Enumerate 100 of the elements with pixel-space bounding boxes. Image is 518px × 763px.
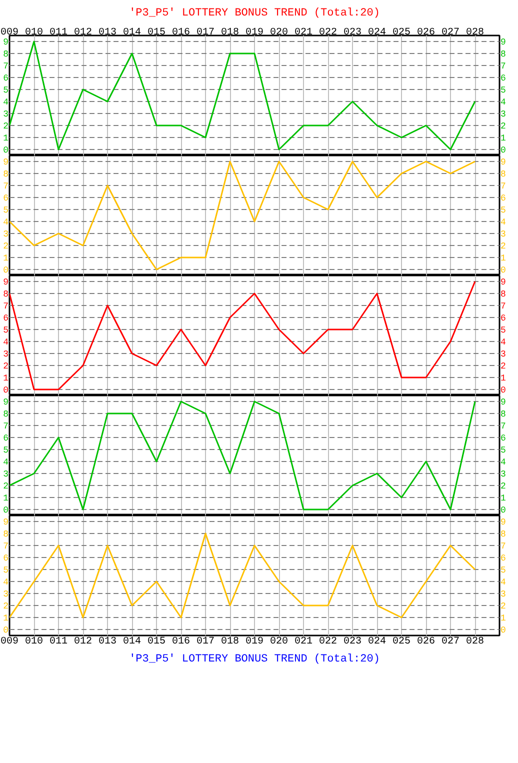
y2-tick-label: 6 [500, 554, 506, 564]
line-series [10, 160, 476, 270]
y2-tick-label: 2 [500, 122, 506, 132]
y-tick-label: 3 [3, 350, 9, 360]
y-tick-label: 7 [3, 302, 9, 312]
y-tick-label: 8 [3, 530, 9, 540]
x-tick-label: 013 [98, 636, 117, 648]
y-tick-label: 2 [3, 482, 9, 492]
y-tick-label: 4 [3, 338, 9, 348]
y2-tick-label: 9 [500, 278, 506, 288]
y2-tick-label: 4 [500, 218, 506, 228]
y2-tick-label: 2 [500, 482, 506, 492]
y2-tick-label: 8 [500, 50, 506, 60]
y-tick-label: 4 [3, 98, 9, 108]
x-tick-label: 016 [172, 28, 190, 38]
y2-tick-label: 8 [500, 410, 506, 420]
y2-tick-label: 0 [500, 146, 506, 156]
x-tick-label: 009 [0, 28, 19, 38]
y2-tick-label: 3 [500, 230, 506, 240]
x-tick-label: 022 [319, 636, 338, 648]
x-tick-label: 019 [246, 28, 264, 38]
y-tick-label: 1 [3, 494, 9, 504]
x-tick-label: 028 [466, 28, 484, 38]
y-tick-label: 0 [3, 266, 9, 276]
y-tick-label: 8 [3, 290, 9, 300]
x-tick-label: 024 [368, 28, 386, 38]
y2-tick-label: 4 [500, 458, 506, 468]
y-tick-label: 6 [3, 314, 9, 324]
y2-tick-label: 8 [500, 290, 506, 300]
y-tick-label: 6 [3, 194, 9, 204]
y2-tick-label: 0 [500, 506, 506, 516]
y-tick-label: 8 [3, 410, 9, 420]
x-tick-label: 011 [50, 28, 68, 38]
x-tick-label: 010 [25, 28, 44, 38]
x-tick-label: 023 [344, 636, 362, 648]
x-tick-label: 025 [392, 636, 411, 648]
y-tick-label: 2 [3, 122, 9, 132]
x-tick-label: 016 [172, 636, 190, 648]
y2-tick-label: 2 [500, 242, 506, 252]
x-tick-label: 026 [417, 636, 436, 648]
y-tick-label: 9 [3, 158, 9, 168]
x-tick-label: 022 [319, 28, 338, 38]
y2-tick-label: 0 [500, 266, 506, 276]
x-tick-label: 025 [392, 28, 411, 38]
y-tick-label: 5 [3, 446, 9, 456]
y2-tick-label: 9 [500, 398, 506, 408]
y2-tick-label: 2 [500, 362, 506, 372]
y-tick-label: 8 [3, 50, 9, 60]
x-tick-label: 013 [98, 28, 117, 38]
y2-tick-label: 4 [500, 338, 506, 348]
y-tick-label: 6 [3, 434, 9, 444]
y-tick-label: 4 [3, 578, 9, 588]
y-tick-label: 7 [3, 422, 9, 432]
y2-tick-label: 6 [500, 194, 506, 204]
y-tick-label: 6 [3, 74, 9, 84]
x-tick-label: 026 [417, 28, 436, 38]
y-tick-label: 7 [3, 182, 9, 192]
y2-tick-label: 1 [500, 134, 506, 144]
y-tick-label: 0 [3, 506, 9, 516]
y2-tick-label: 3 [500, 590, 506, 600]
y2-tick-label: 5 [500, 86, 506, 96]
y2-tick-label: 4 [500, 98, 506, 108]
y2-tick-label: 1 [500, 614, 506, 624]
x-tick-label: 027 [442, 636, 460, 648]
x-tick-label: 018 [221, 636, 240, 648]
x-tick-label: 012 [74, 636, 92, 648]
y2-tick-label: 4 [500, 578, 506, 588]
x-tick-label: 010 [25, 636, 44, 648]
y-tick-label: 3 [3, 110, 9, 120]
chart-title: 'P3_P5' LOTTERY BONUS TREND (Total:20) [129, 8, 380, 20]
y2-tick-label: 3 [500, 110, 506, 120]
x-tick-label: 009 [0, 636, 19, 648]
x-tick-label: 024 [368, 636, 386, 648]
y-tick-label: 2 [3, 362, 9, 372]
y2-tick-label: 7 [500, 62, 506, 72]
y2-tick-label: 7 [500, 542, 506, 552]
y-tick-label: 3 [3, 470, 9, 480]
y-tick-label: 1 [3, 254, 9, 264]
y2-tick-label: 5 [500, 326, 506, 336]
y-tick-label: 4 [3, 218, 9, 228]
x-tick-label: 020 [270, 28, 288, 38]
y-tick-label: 2 [3, 242, 9, 252]
y2-tick-label: 5 [500, 206, 506, 216]
y-tick-label: 5 [3, 326, 9, 336]
y2-tick-label: 5 [500, 446, 506, 456]
line-series [10, 40, 476, 150]
y2-tick-label: 7 [500, 182, 506, 192]
x-tick-label: 023 [344, 28, 362, 38]
x-tick-label: 015 [148, 636, 166, 648]
y2-tick-label: 0 [500, 626, 506, 636]
line-series [10, 400, 476, 510]
x-tick-label: 028 [466, 636, 484, 648]
x-tick-label: 011 [50, 636, 68, 648]
y2-tick-label: 8 [500, 170, 506, 180]
y-tick-label: 9 [3, 278, 9, 288]
y-tick-label: 8 [3, 170, 9, 180]
y-tick-label: 0 [3, 386, 9, 396]
y2-tick-label: 2 [500, 602, 506, 612]
y2-tick-label: 9 [500, 38, 506, 48]
y-tick-label: 5 [3, 86, 9, 96]
